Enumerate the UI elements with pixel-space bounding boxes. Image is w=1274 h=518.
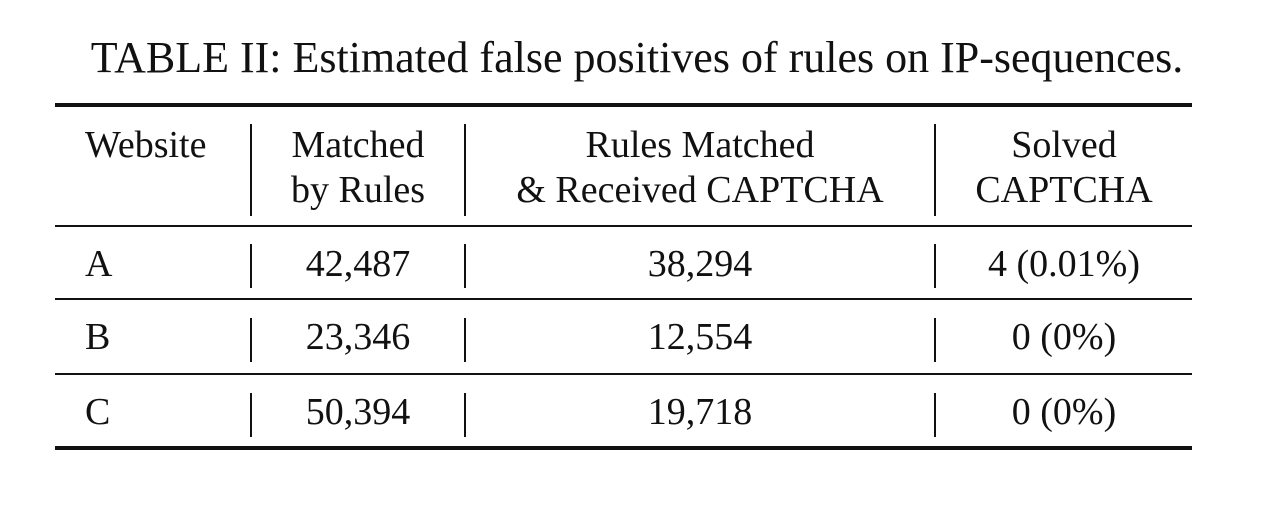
row-a-website: A	[85, 243, 113, 285]
row-b-rule	[55, 373, 1192, 375]
row-b-matched: 23,346	[305, 316, 411, 358]
header-divider-3	[934, 124, 936, 216]
header-rule	[55, 225, 1192, 227]
table-caption: TABLE II: Estimated false positives of r…	[90, 33, 1184, 82]
row-b-divider-1	[250, 318, 252, 362]
top-rule	[55, 103, 1192, 107]
row-a-divider-3	[934, 244, 936, 288]
row-b-divider-2	[464, 318, 466, 362]
header-matched-line2: by Rules	[290, 169, 426, 211]
header-website: Website	[85, 124, 207, 166]
row-a-divider-2	[464, 244, 466, 288]
row-c-divider-1	[250, 393, 252, 437]
row-a-divider-1	[250, 244, 252, 288]
row-c-divider-2	[464, 393, 466, 437]
bottom-rule	[55, 446, 1192, 450]
header-rules-received-line1: Rules Matched	[585, 124, 815, 166]
row-b-received: 12,554	[647, 316, 753, 358]
row-c-solved: 0 (0%)	[1011, 391, 1117, 433]
header-divider-2	[464, 124, 466, 216]
row-c-matched: 50,394	[305, 391, 411, 433]
header-matched-line1: Matched	[291, 124, 425, 166]
header-rules-received-line2: & Received CAPTCHA	[516, 169, 884, 211]
row-b-website: B	[85, 316, 111, 358]
row-c-received: 19,718	[647, 391, 753, 433]
row-a-received: 38,294	[647, 243, 753, 285]
header-divider-1	[250, 124, 252, 216]
row-b-solved: 0 (0%)	[1011, 316, 1117, 358]
row-a-solved: 4 (0.01%)	[988, 243, 1140, 285]
header-solved-line2: CAPTCHA	[975, 169, 1153, 211]
row-b-divider-3	[934, 318, 936, 362]
row-a-rule	[55, 298, 1192, 300]
header-solved-line1: Solved	[1011, 124, 1117, 166]
row-c-website: C	[85, 391, 111, 433]
row-c-divider-3	[934, 393, 936, 437]
row-a-matched: 42,487	[305, 243, 411, 285]
